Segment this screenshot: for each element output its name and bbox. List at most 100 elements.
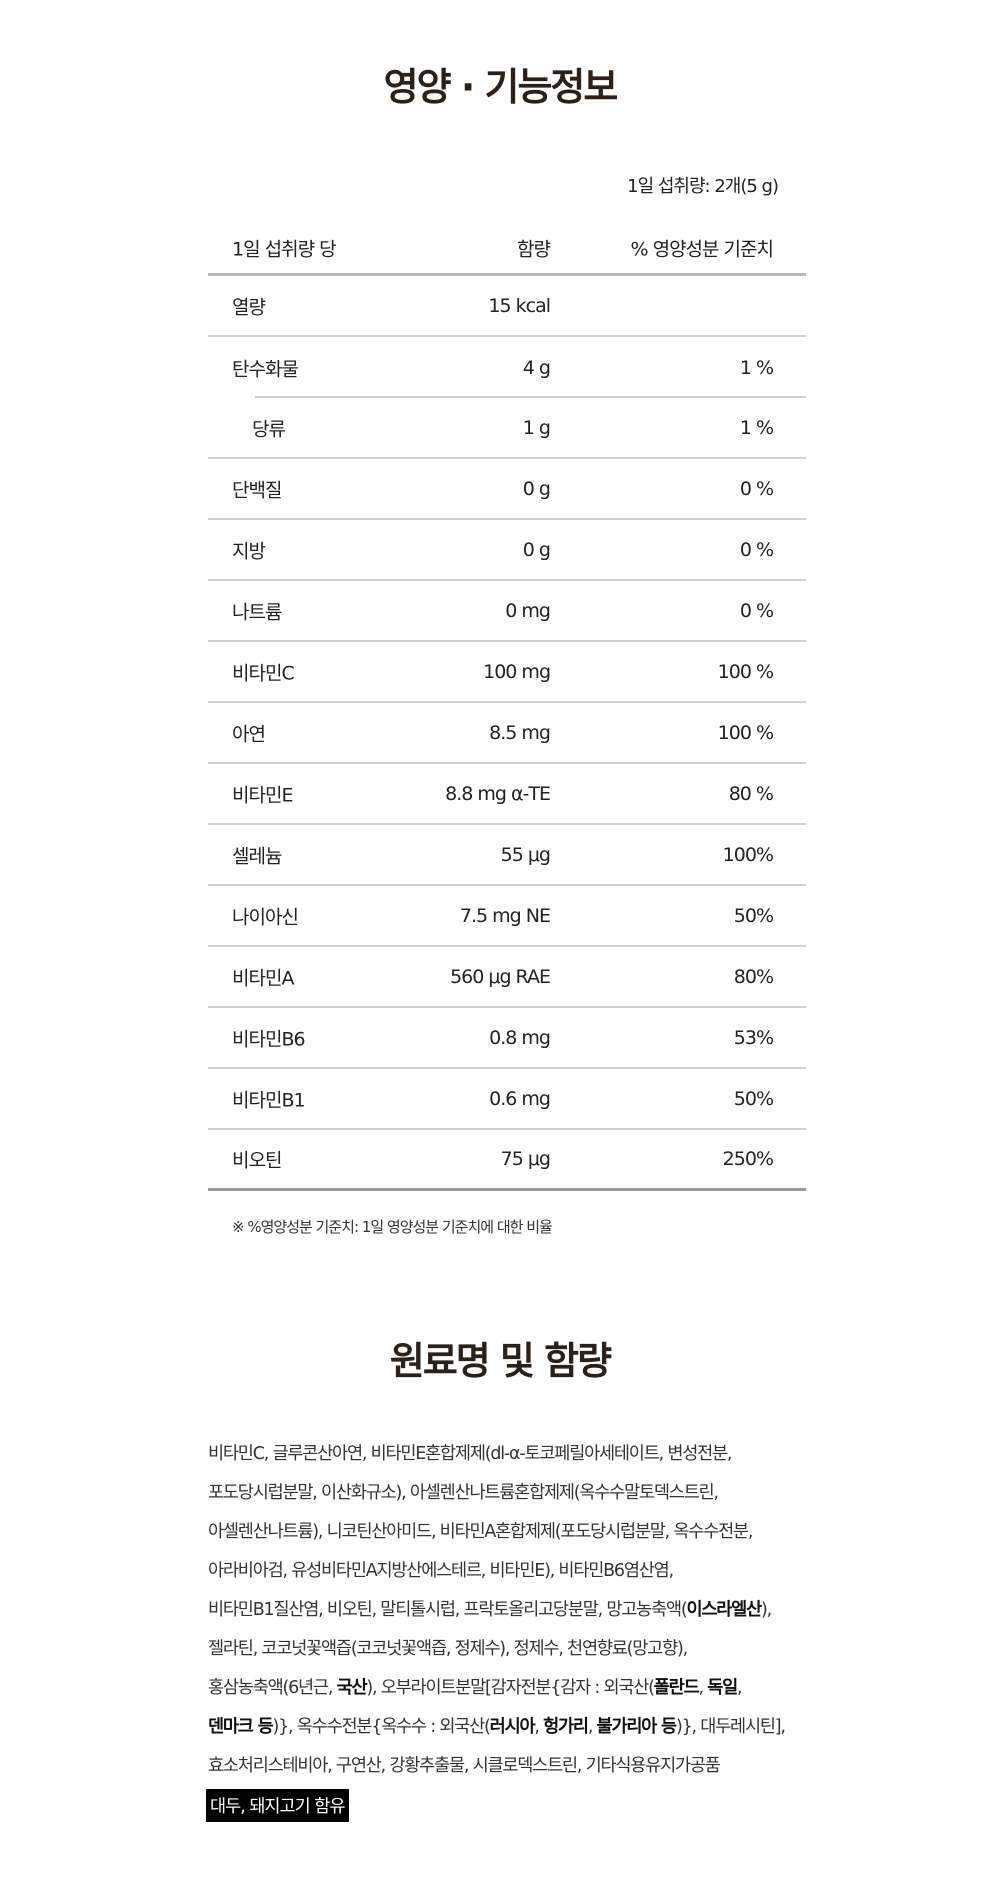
nutrient-name: 비타민B6 [232, 1028, 306, 1050]
nutrient-daily-value: 0 % [739, 477, 774, 500]
nutrient-amount: 8.8 mg α-TE [445, 782, 551, 805]
table-row: 열량 15 kcal [208, 276, 806, 337]
table-row: 셀레늄 55 μg 100% [208, 825, 806, 886]
table-row: 비오틴 75 μg 250% [208, 1130, 806, 1191]
ingredient-text: ), 오부라이트분말[감자전분{감자 : 외국산( [366, 1678, 655, 1698]
serving-size: 1일 섭취량: 2개(5 g) [627, 176, 779, 197]
ingredient-text: , [587, 1717, 597, 1737]
nutrient-name: 비타민E [232, 784, 293, 806]
ingredient-text: , [737, 1678, 743, 1698]
nutrient-name: 당류 [252, 418, 286, 440]
nutrient-daily-value: 53% [733, 1026, 774, 1049]
nutrition-title: 영양 · 기능정보 [383, 65, 619, 109]
header-amount: 함량 [517, 238, 551, 260]
ingredient-text: )}, 옥수수전분{옥수수 : 외국산( [272, 1717, 491, 1737]
ingredient-line: 비타민C, 글루콘산아연, 비타민E혼합제제(dl-α-토코페릴아세테이트, 변… [208, 1435, 828, 1474]
nutrient-daily-value: 50% [733, 1087, 774, 1110]
ingredient-text: )}, 대두레시틴], [675, 1717, 786, 1737]
ingredient-line: 포도당시럽분말, 이산화규소), 아셀렌산나트륨혼합제제(옥수수말토덱스트린, [208, 1474, 828, 1513]
ingredient-text: 비타민B1질산염, 비오틴, 말티톨시럽, 프락토올리고당분말, 망고농축액( [208, 1600, 688, 1620]
ingredient-text: 비타민C, 글루콘산아연, 비타민E혼합제제(dl-α-토코페릴아세테이트, 변… [208, 1444, 732, 1464]
nutrient-name: 비타민C [232, 662, 295, 684]
nutrient-amount: 7.5 mg NE [459, 904, 551, 927]
nutrient-name: 나트륨 [232, 601, 282, 623]
ingredient-origin-bold: 덴마크 등 [208, 1717, 274, 1737]
nutrient-amount: 1 g [522, 416, 551, 439]
nutrient-name: 아연 [232, 723, 266, 745]
nutrient-amount: 4 g [522, 356, 551, 379]
ingredient-origin-bold: 국산 [336, 1678, 368, 1698]
table-row: 비타민E 8.8 mg α-TE 80 % [208, 764, 806, 825]
table-row: 비타민B6 0.8 mg 53% [208, 1008, 806, 1069]
ingredient-line: 아셀렌산나트륨), 니코틴산아미드, 비타민A혼합제제(포도당시럽분말, 옥수수… [208, 1513, 828, 1552]
ingredient-origin-bold: 이스라엘산 [686, 1600, 762, 1620]
table-row: 나트륨 0 mg 0 % [208, 581, 806, 642]
table-row: 지방 0 g 0 % [208, 520, 806, 581]
nutrient-amount: 15 kcal [488, 294, 551, 317]
ingredient-line: 덴마크 등)}, 옥수수전분{옥수수 : 외국산(러시아, 헝가리, 불가리아 … [208, 1708, 828, 1747]
nutrient-daily-value: 100 % [717, 660, 774, 683]
nutrient-name: 비타민A [232, 967, 294, 989]
ingredient-origin-bold: 헝가리 [543, 1717, 589, 1737]
table-row: 비타민A 560 μg RAE 80% [208, 947, 806, 1008]
ingredient-origin-bold: 불가리아 등 [596, 1717, 678, 1737]
nutrient-name: 셀레늄 [232, 845, 282, 867]
nutrient-amount: 100 mg [483, 660, 551, 683]
header-daily-value: % 영양성분 기준치 [630, 238, 774, 260]
ingredient-text: 아셀렌산나트륨), 니코틴산아미드, 비타민A혼합제제(포도당시럽분말, 옥수수… [208, 1522, 753, 1542]
nutrient-amount: 0 g [522, 477, 551, 500]
table-row: 나이아신 7.5 mg NE 50% [208, 886, 806, 947]
nutrient-amount: 0.8 mg [489, 1026, 551, 1049]
ingredient-line: 젤라틴, 코코넛꽃액즙(코코넛꽃액즙, 정제수), 정제수, 천연향료(망고향)… [208, 1630, 828, 1669]
nutrient-daily-value: 0 % [739, 599, 774, 622]
nutrient-daily-value: 80% [733, 965, 774, 988]
nutrient-name: 열량 [232, 296, 266, 318]
table-row: 탄수화물 4 g 1 % [208, 337, 806, 398]
nutrient-amount: 8.5 mg [489, 721, 551, 744]
nutrient-name: 비타민B1 [232, 1089, 306, 1111]
nutrient-name: 지방 [232, 540, 266, 562]
nutrient-daily-value: 50% [733, 904, 774, 927]
nutrient-daily-value: 1 % [739, 356, 774, 379]
ingredient-text: 홍삼농축액(6년근, [208, 1678, 337, 1698]
ingredients-title: 원료명 및 함량 [389, 1339, 612, 1383]
ingredient-text: , [698, 1678, 708, 1698]
nutrient-daily-value: 250% [722, 1148, 774, 1170]
nutrient-amount: 0 g [522, 538, 551, 561]
ingredient-line: 효소처리스테비아, 구연산, 강황추출물, 시클로덱스트린, 기타식용유지가공품 [208, 1747, 828, 1786]
ingredient-line: 홍삼농축액(6년근, 국산), 오부라이트분말[감자전분{감자 : 외국산(폴란… [208, 1669, 828, 1708]
ingredient-text: 효소처리스테비아, 구연산, 강황추출물, 시클로덱스트린, 기타식용유지가공품 [208, 1756, 721, 1776]
daily-value-note: ※ %영양성분 기준치: 1일 영양성분 기준치에 대한 비율 [232, 1218, 553, 1236]
nutrient-daily-value: 100% [722, 843, 774, 866]
ingredient-origin-bold: 러시아 [489, 1717, 536, 1737]
ingredient-origin-bold: 독일 [707, 1678, 738, 1698]
nutrient-name: 탄수화물 [232, 358, 299, 380]
ingredients-list: 비타민C, 글루콘산아연, 비타민E혼합제제(dl-α-토코페릴아세테이트, 변… [208, 1435, 828, 1786]
ingredient-text: ), [760, 1600, 772, 1620]
nutrient-amount: 55 μg [500, 843, 551, 866]
table-row: 비타민C 100 mg 100 % [208, 642, 806, 703]
table-row: 단백질 0 g 0 % [208, 459, 806, 520]
nutrient-daily-value: 1 % [739, 416, 774, 439]
nutrient-name: 나이아신 [232, 906, 299, 928]
nutrient-daily-value: 80 % [728, 782, 774, 805]
ingredient-text: 아라비아검, 유성비타민A지방산에스테르, 비타민E), 비타민B6염산염, [208, 1561, 674, 1581]
ingredient-line: 비타민B1질산염, 비오틴, 말티톨시럽, 프락토올리고당분말, 망고농축액(이… [208, 1591, 828, 1630]
header-per-serving: 1일 섭취량 당 [232, 238, 337, 260]
table-row: 아연 8.5 mg 100 % [208, 703, 806, 764]
table-header: 1일 섭취량 당 함량 % 영양성분 기준치 [208, 222, 806, 276]
nutrient-amount: 0 mg [505, 599, 551, 622]
allergy-badge: 대두, 돼지고기 함유 [206, 1789, 349, 1822]
ingredient-text: 젤라틴, 코코넛꽃액즙(코코넛꽃액즙, 정제수), 정제수, 천연향료(망고향)… [208, 1639, 688, 1659]
ingredient-line: 아라비아검, 유성비타민A지방산에스테르, 비타민E), 비타민B6염산염, [208, 1552, 828, 1591]
table-row: 비타민B1 0.6 mg 50% [208, 1069, 806, 1130]
table-row: 당류 1 g 1 % [208, 398, 806, 459]
ingredient-origin-bold: 폴란드 [653, 1678, 700, 1698]
ingredient-text: , [534, 1717, 544, 1737]
ingredient-text: 포도당시럽분말, 이산화규소), 아셀렌산나트륨혼합제제(옥수수말토덱스트린, [208, 1483, 719, 1503]
nutrient-amount: 560 μg RAE [450, 965, 551, 988]
nutrient-daily-value: 0 % [739, 538, 774, 561]
nutrient-amount: 0.6 mg [489, 1087, 551, 1110]
nutrition-table: 1일 섭취량 당 함량 % 영양성분 기준치 열량 15 kcal 탄수화물 4 g 1… [208, 222, 806, 1191]
